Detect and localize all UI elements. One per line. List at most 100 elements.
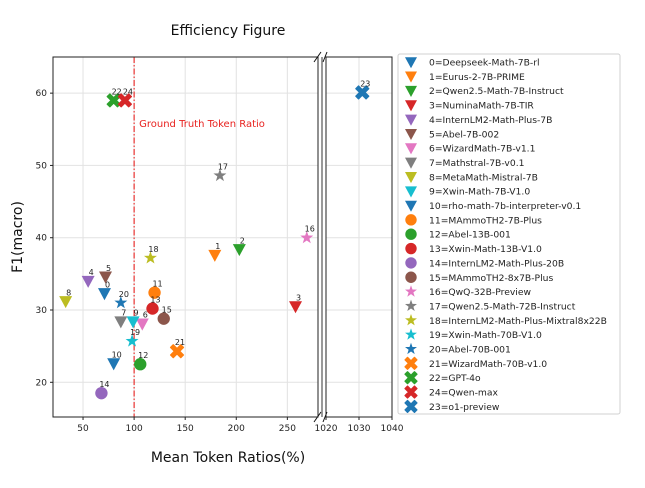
data-point-0 — [97, 288, 111, 301]
data-point-label-5: 5 — [106, 264, 111, 273]
data-point-label-10: 10 — [112, 351, 122, 360]
y-axis-title: F1(macro) — [10, 201, 26, 273]
data-point-1 — [208, 249, 222, 262]
x-tick-label: 1040 — [381, 424, 404, 434]
legend-marker-2 — [405, 85, 417, 97]
axis-break-mark — [322, 411, 328, 423]
data-point-label-8: 8 — [66, 288, 71, 297]
legend-entry-1: 1=Eurus-2-7B-PRIME — [429, 72, 525, 83]
data-point-24 — [117, 93, 133, 108]
legend-entry-2: 2=Qwen2.5-Math-7B-Instruct — [429, 86, 564, 97]
legend-marker-5 — [405, 128, 417, 141]
legend-marker-8 — [405, 172, 417, 184]
x-tick-label: 1020 — [315, 424, 338, 434]
legend-entry-13: 13=Xwin-Math-13B-V1.0 — [429, 244, 542, 255]
data-point-10 — [107, 358, 121, 371]
data-point-label-18: 18 — [148, 245, 158, 254]
chart-title: Efficiency Figure — [171, 23, 286, 39]
legend-entry-20: 20=Abel-70B-001 — [429, 345, 511, 356]
legend-marker-21 — [404, 356, 418, 370]
data-point-2 — [232, 244, 246, 257]
legend-entry-11: 11=MAmmoTH2-7B-Plus — [429, 215, 542, 226]
data-point-12 — [134, 358, 147, 371]
data-point-23 — [355, 85, 370, 100]
y-tick-label: 20 — [36, 378, 48, 388]
data-point-20 — [114, 295, 128, 309]
data-point-label-7: 7 — [121, 309, 126, 318]
legend-marker-18 — [405, 314, 417, 326]
axis-break-mark — [313, 411, 322, 423]
legend-marker-13 — [405, 242, 417, 255]
legend-marker-20 — [405, 342, 417, 355]
data-point-label-19: 19 — [130, 328, 140, 337]
data-point-label-6: 6 — [143, 311, 148, 320]
legend-marker-17 — [405, 299, 417, 312]
data-point-9 — [126, 316, 140, 329]
legend-entry-8: 8=MetaMath-Mistral-7B — [429, 172, 538, 183]
data-point-7 — [114, 316, 128, 329]
legend-marker-9 — [405, 186, 417, 198]
right-plot-panel: 1020 1030 1040 — [313, 51, 404, 434]
legend-entry-22: 22=GPT-4o — [429, 373, 481, 384]
data-point-4 — [81, 275, 95, 288]
legend-entry-3: 3=NuminaMath-7B-TIR — [429, 101, 534, 112]
data-point-label-23: 23 — [360, 79, 370, 88]
legend-box — [397, 53, 621, 415]
legend-entry-14: 14=InternLM2-Math-Plus-20B — [429, 258, 564, 269]
legend-entry-7: 7=Mathstral-7B-v0.1 — [429, 158, 524, 169]
legend: 0=Deepseek-Math-7B-rl 1=Eurus-2-7B-PRIME 2… — [397, 53, 621, 415]
legend-marker-12 — [405, 228, 417, 240]
legend-entry-0: 0=Deepseek-Math-7B-rl — [429, 58, 540, 69]
data-point-label-21: 21 — [175, 338, 185, 347]
legend-marker-3 — [405, 100, 417, 112]
x-tick-label: 200 — [228, 424, 245, 434]
legend-marker-11 — [405, 214, 417, 226]
data-point-18 — [143, 251, 157, 264]
data-point-6 — [135, 318, 149, 331]
x-tick-label: 150 — [177, 424, 194, 434]
legend-entry-12: 12=Abel-13B-001 — [429, 230, 511, 241]
data-point-3 — [289, 301, 303, 314]
axis-break-mark — [322, 51, 328, 63]
data-point-label-2: 2 — [240, 236, 245, 245]
data-point-8 — [59, 296, 73, 309]
data-point-14 — [95, 386, 108, 400]
legend-entry-18: 18=InternLM2-Math-Plus-Mixtral8x22B — [429, 316, 607, 327]
data-point-label-11: 11 — [152, 280, 162, 289]
legend-marker-0 — [405, 57, 417, 69]
legend-entry-4: 4=InternLM2-Math-Plus-7B — [429, 115, 552, 126]
legend-entry-10: 10=rho-math-7b-interpreter-v0.1 — [429, 201, 581, 212]
data-point-label-1: 1 — [215, 242, 220, 251]
data-point-13 — [146, 302, 159, 315]
axis-break-mark — [313, 51, 322, 63]
legend-entry-24: 24=Qwen-max — [429, 388, 499, 399]
data-point-label-22: 22 — [112, 87, 122, 96]
data-point-16 — [300, 230, 314, 244]
legend-entry-17: 17=Qwen2.5-Math-72B-Instruct — [429, 301, 576, 312]
legend-marker-22 — [404, 371, 418, 385]
legend-entry-6: 6=WizardMath-7B-v1.1 — [429, 144, 535, 155]
legend-marker-24 — [404, 385, 418, 399]
legend-entry-16: 16=QwQ-32B-Preview — [429, 287, 531, 298]
legend-marker-14 — [405, 257, 417, 269]
x-tick-label: 50 — [77, 424, 89, 434]
data-point-label-16: 16 — [305, 225, 315, 234]
data-point-label-13: 13 — [150, 296, 160, 305]
legend-marker-10 — [405, 200, 417, 212]
legend-marker-19 — [405, 328, 417, 340]
ground-truth-label: Ground Truth Token Ratio — [139, 119, 265, 130]
data-point-label-17: 17 — [218, 163, 228, 172]
data-point-label-12: 12 — [138, 351, 148, 360]
legend-marker-6 — [405, 143, 417, 155]
y-tick-label: 50 — [36, 161, 48, 171]
legend-marker-7 — [405, 157, 417, 169]
data-point-label-24: 24 — [123, 87, 133, 96]
data-point-21 — [169, 344, 185, 359]
legend-entry-15: 15=MAmmoTH2-8x7B-Plus — [429, 273, 553, 284]
data-point-19 — [125, 334, 139, 347]
legend-entry-21: 21=WizardMath-70B-v1.0 — [429, 359, 547, 370]
y-tick-label: 30 — [36, 306, 48, 316]
